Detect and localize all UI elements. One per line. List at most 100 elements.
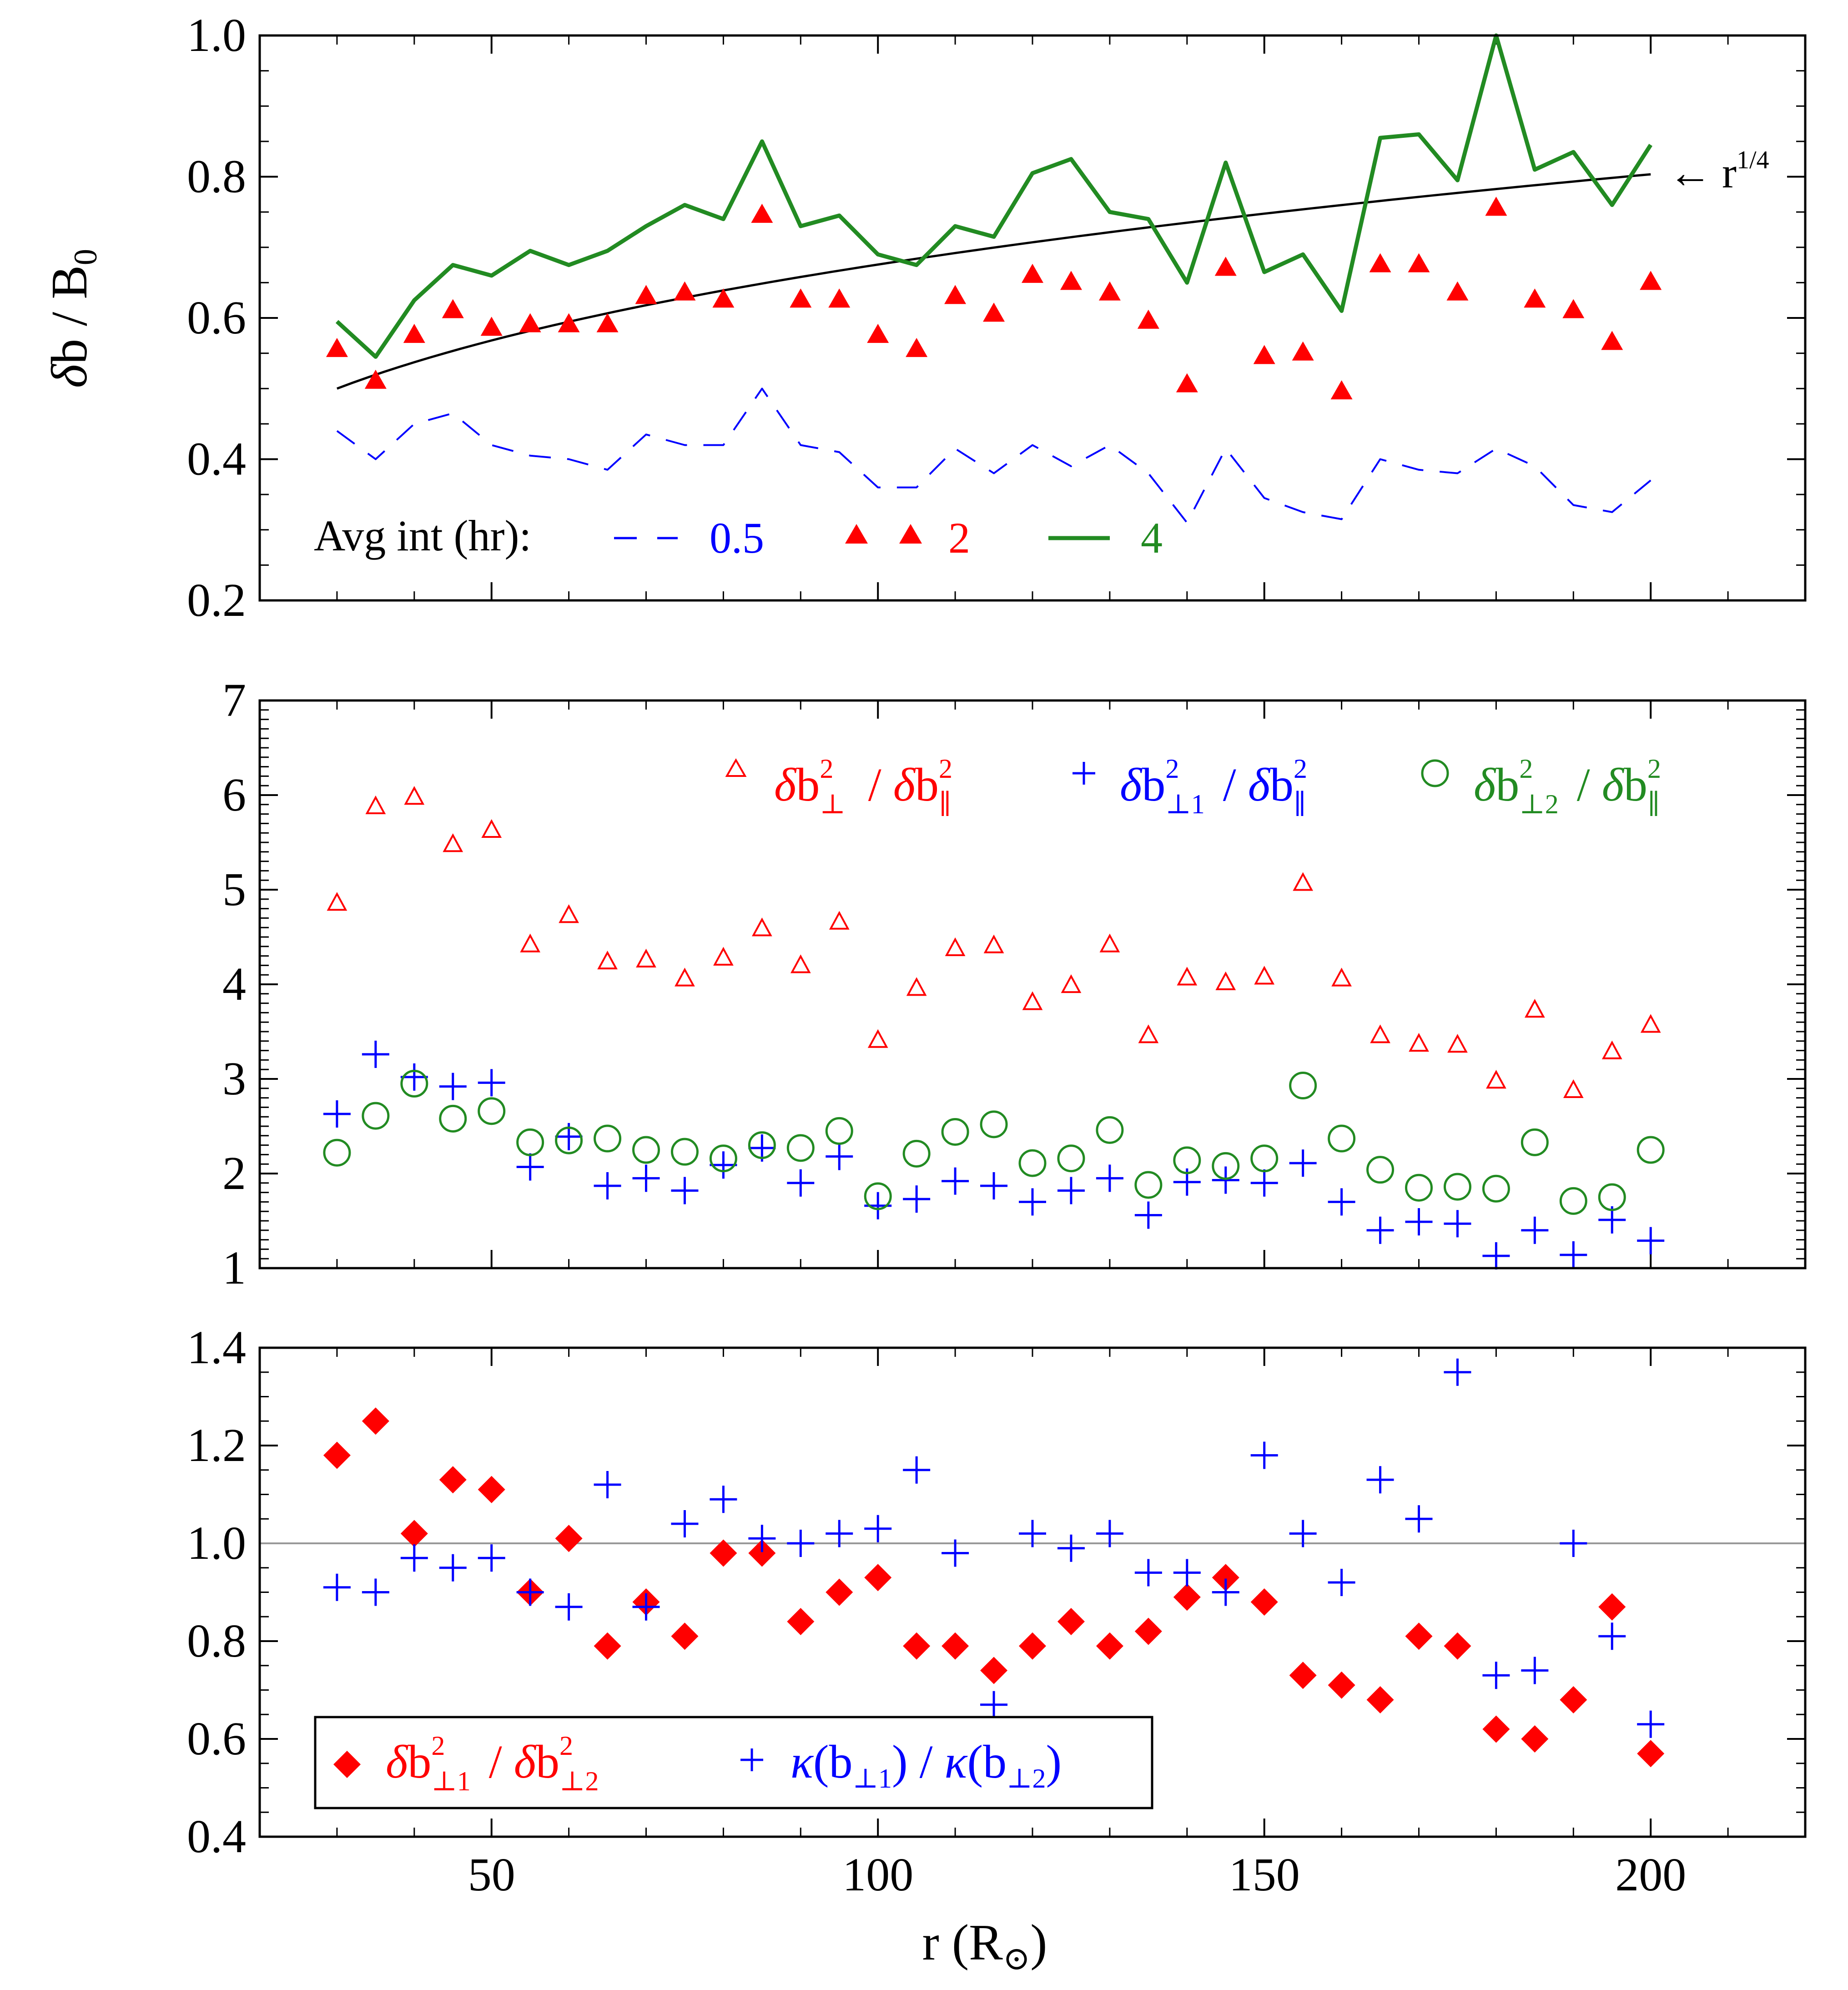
data-point-plus (942, 1167, 969, 1195)
data-point-circle (1559, 1187, 1587, 1215)
data-point-triangle (867, 323, 889, 343)
data-point-triangle (1562, 299, 1585, 318)
data-point-open-triangle (1022, 991, 1043, 1010)
data-point-open-triangle (1486, 1070, 1506, 1089)
legend-label-perp1: δb2 ⊥1/ δb2 ∥ (1120, 754, 1307, 819)
panel-3-axes: 0.4 0.6 0.8 1.0 1.2 1.4 50 100 150 200 (187, 1321, 1806, 1901)
data-point-circle (1328, 1124, 1356, 1153)
data-point-plus (1598, 1622, 1626, 1650)
data-point-circle (941, 1118, 969, 1146)
data-point-open-triangle (1370, 1024, 1390, 1043)
data-point-diamond (1405, 1622, 1433, 1650)
data-point-plus (1134, 1201, 1162, 1229)
y-tick-label: 0.8 (187, 151, 246, 203)
data-point-circle (1366, 1156, 1395, 1184)
legend-label-perp2: δb2 ⊥2/ δb2 ∥ (1474, 754, 1661, 819)
panel-3-legend: δb2 ⊥1/ δb2 ⊥2 κ(b⊥1) / κ(b⊥2) (314, 1716, 1153, 1809)
data-point-open-triangle (1524, 999, 1545, 1018)
data-point-diamond (864, 1564, 892, 1592)
data-point-diamond (555, 1525, 583, 1552)
data-point-open-triangle (1293, 872, 1314, 891)
data-point-plus (1366, 1466, 1394, 1494)
data-point-triangle (364, 369, 387, 389)
fit-label: r1/4 (1722, 146, 1769, 197)
x-axis-label: r (R⊙) (922, 1914, 1047, 1977)
data-point-plus (478, 1069, 505, 1097)
data-point-plus (439, 1073, 467, 1100)
legend-marker-perp2 (1421, 759, 1449, 787)
data-point-open-triangle (1177, 967, 1198, 986)
data-point-plus (400, 1063, 428, 1091)
data-point-open-triangle (983, 934, 1004, 953)
data-point-diamond (1444, 1632, 1471, 1660)
data-point-plus (1482, 1662, 1510, 1689)
data-point-plus (1019, 1520, 1046, 1547)
data-point-circle (516, 1128, 544, 1156)
data-point-open-triangle (1061, 974, 1082, 993)
data-point-circle (709, 1144, 737, 1173)
data-point-plus (1057, 1177, 1085, 1204)
data-point-triangle (1408, 253, 1430, 272)
data-point-open-triangle (559, 904, 579, 923)
legend-label-0.5: 0.5 (710, 514, 764, 562)
data-point-circle (594, 1124, 622, 1153)
panel-3-frame (258, 1346, 1807, 1838)
data-point-circle (1521, 1128, 1549, 1156)
data-point-plus (942, 1539, 969, 1567)
y-tick-label: 0.6 (187, 1713, 246, 1765)
data-point-plus (671, 1510, 699, 1537)
data-point-plus (1289, 1149, 1317, 1177)
data-point-circle (1212, 1152, 1240, 1180)
data-point-plus (1134, 1559, 1162, 1587)
data-point-open-triangle (1215, 971, 1236, 990)
data-point-circle (1173, 1146, 1201, 1174)
data-point-circle (864, 1182, 892, 1210)
data-point-open-triangle (867, 1029, 888, 1048)
data-point-triangle (751, 203, 773, 223)
data-point-diamond (1173, 1583, 1201, 1611)
data-point-circle (1057, 1144, 1085, 1173)
data-point-plus (710, 1151, 737, 1179)
data-point-open-triangle (481, 819, 502, 838)
y-tick-label: 1 (222, 1242, 246, 1294)
data-point-triangle (790, 288, 812, 308)
data-point-plus (594, 1172, 621, 1200)
data-point-diamond (826, 1578, 853, 1606)
y-tick-label: 1.4 (187, 1321, 246, 1374)
panel-1: 0.2 0.4 0.6 0.8 1.0 δb / B0 ← r1/4 Avg int (… (41, 9, 1807, 626)
data-point-circle (825, 1117, 853, 1145)
series-line-4 (335, 33, 1652, 359)
data-point-plus (478, 1544, 505, 1572)
data-point-circle (980, 1110, 1008, 1139)
data-point-circle (323, 1139, 351, 1167)
data-point-plus (1096, 1520, 1123, 1547)
data-point-open-triangle (945, 937, 966, 957)
data-point-circle (670, 1138, 699, 1166)
data-point-circle (902, 1139, 931, 1168)
data-point-plus (1637, 1710, 1665, 1738)
data-point-diamond (1598, 1593, 1626, 1621)
data-point-diamond (787, 1608, 815, 1635)
panel-2: 1 2 3 4 5 6 7 δb2 ⊥ / δb2 ∥ δb2 ⊥1/ δb2 ∥ δb2 ⊥2/ δb… (222, 674, 1807, 1294)
data-point-diamond (1057, 1608, 1085, 1635)
data-point-plus (1366, 1216, 1394, 1244)
data-point-circle (1443, 1173, 1471, 1201)
data-point-triangle (1640, 271, 1662, 290)
panel-2-frame (258, 699, 1807, 1270)
data-point-triangle (1369, 253, 1391, 272)
data-point-diamond (1212, 1564, 1239, 1592)
data-point-plus (516, 1578, 544, 1606)
y-tick-label: 0.4 (187, 433, 246, 485)
data-point-open-triangle (790, 954, 811, 973)
data-point-plus (826, 1143, 853, 1170)
data-point-plus (1405, 1208, 1433, 1236)
panel-3: 0.4 0.6 0.8 1.0 1.2 1.4 50 100 150 200 δb2 ⊥1/ δb2… (187, 1321, 1807, 1901)
data-point-triangle (674, 281, 696, 301)
data-point-diamond (1096, 1632, 1123, 1660)
data-point-triangle (983, 302, 1005, 322)
panel-1-ylabel-delta: δ (41, 363, 98, 388)
data-point-triangle (558, 313, 580, 333)
data-point-open-triangle (1331, 967, 1352, 987)
fit-label-exp: 1/4 (1737, 146, 1769, 174)
data-point-open-triangle (443, 833, 463, 852)
